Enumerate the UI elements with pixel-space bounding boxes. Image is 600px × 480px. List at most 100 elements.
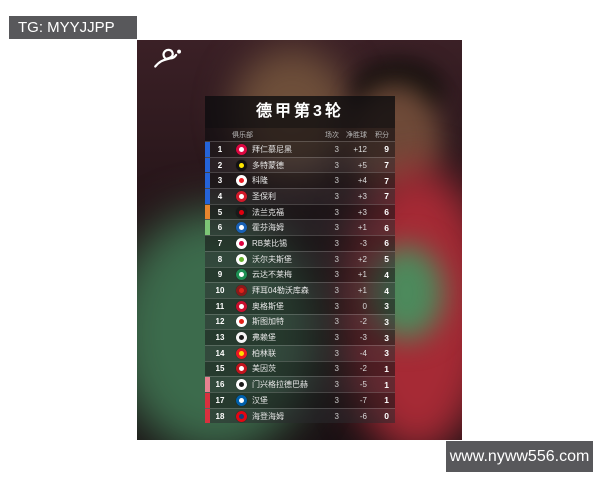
zone-bar	[205, 393, 210, 408]
rank-cell: 17	[215, 395, 225, 405]
team-crest-icon	[230, 206, 252, 218]
header-played: 场次	[325, 131, 339, 139]
table-row: 5 法兰克福 3 +3 6	[205, 203, 395, 220]
rank-cell: 8	[217, 254, 223, 264]
table-row: 17 汉堡 3 -7 1	[205, 392, 395, 408]
table-row: 12 斯图加特 3 -2 3	[205, 313, 395, 330]
zone-bar	[205, 157, 210, 173]
team-name: 拜仁慕尼黑	[252, 144, 292, 154]
team-crest-icon	[230, 316, 252, 328]
team-name: RB莱比锡	[252, 238, 288, 248]
team-crest-icon	[230, 143, 252, 155]
table-row: 9 云达不莱梅 3 +1 4	[205, 266, 395, 283]
team-crest-icon	[230, 159, 252, 171]
played-cell: 3	[334, 238, 339, 248]
tg-watermark: TG: MYYJJPP	[9, 16, 137, 39]
played-cell: 3	[334, 207, 339, 217]
team-name: 奥格斯堡	[252, 301, 284, 311]
team-crest-icon	[230, 175, 252, 187]
team-crest-icon	[230, 379, 252, 391]
gd-cell: -3	[359, 333, 367, 343]
rank-cell: 2	[217, 160, 223, 170]
table-row: 13 弗赖堡 3 -3 3	[205, 329, 395, 345]
table-row: 18 海登海姆 3 -6 0	[205, 407, 395, 424]
table-row: 3 科隆 3 +4 7	[205, 172, 395, 189]
points-cell: 9	[384, 144, 389, 155]
zone-bar	[205, 142, 210, 157]
header-points: 积分	[375, 131, 389, 139]
played-cell: 3	[334, 254, 339, 264]
gd-cell: -6	[359, 411, 367, 421]
points-cell: 3	[384, 301, 389, 312]
team-name: 海登海姆	[252, 411, 284, 421]
gd-cell: -5	[359, 380, 367, 390]
played-cell: 3	[334, 348, 339, 358]
table-row: 10 拜耳04勒沃库森 3 +1 4	[205, 282, 395, 298]
site-watermark: www.nyww556.com	[446, 441, 593, 472]
rank-cell: 13	[215, 333, 225, 343]
gd-cell: +1	[357, 223, 367, 233]
header-gd: 净胜球	[346, 131, 367, 139]
points-cell: 4	[384, 285, 389, 296]
played-cell: 3	[334, 191, 339, 201]
rank-cell: 15	[215, 364, 225, 374]
rank-cell: 3	[217, 176, 223, 186]
table-row: 2 多特蒙德 3 +5 7	[205, 156, 395, 173]
table-row: 8 沃尔夫斯堡 3 +2 5	[205, 250, 395, 267]
played-cell: 3	[334, 380, 339, 390]
team-name: 柏林联	[252, 348, 276, 358]
team-crest-icon	[230, 332, 252, 344]
table-header-row: 俱乐部 场次 净胜球 积分	[205, 128, 395, 141]
points-cell: 3	[384, 316, 389, 327]
gd-cell: 0	[362, 301, 367, 311]
team-crest-icon	[230, 269, 252, 281]
team-crest-icon	[230, 190, 252, 202]
team-crest-icon	[230, 300, 252, 312]
played-cell: 3	[334, 176, 339, 186]
rank-cell: 7	[217, 238, 223, 248]
played-cell: 3	[334, 223, 339, 233]
gd-cell: +1	[357, 286, 367, 296]
zone-bar	[205, 173, 210, 189]
played-cell: 3	[334, 286, 339, 296]
team-name: 霍芬海姆	[252, 223, 284, 233]
zone-bar	[205, 204, 210, 220]
team-name: 门兴格拉德巴赫	[252, 380, 308, 390]
table-row: 14 柏林联 3 -4 3	[205, 344, 395, 361]
points-cell: 1	[384, 379, 389, 390]
gd-cell: +1	[357, 270, 367, 280]
table-row: 6 霍芬海姆 3 +1 6	[205, 219, 395, 236]
team-name: 汉堡	[252, 395, 268, 405]
gd-cell: -7	[359, 395, 367, 405]
rank-cell: 1	[217, 144, 223, 154]
points-cell: 1	[384, 363, 389, 374]
table-title: 德甲第3轮	[205, 96, 395, 128]
gd-cell: +2	[357, 254, 367, 264]
gd-cell: -3	[359, 238, 367, 248]
rank-cell: 11	[215, 301, 225, 311]
points-cell: 1	[384, 395, 389, 406]
points-cell: 3	[384, 332, 389, 343]
played-cell: 3	[334, 301, 339, 311]
header-club: 俱乐部	[232, 131, 253, 139]
team-crest-icon	[230, 410, 252, 422]
played-cell: 3	[334, 270, 339, 280]
team-crest-icon	[230, 394, 252, 406]
rank-cell: 9	[217, 270, 223, 280]
standings-rows: 1 拜仁慕尼黑 3 +12 9 2 多特蒙德 3 +5 7 3 科隆 3 +4 7 4 圣保利 3 +3 7 5 法兰克福…	[205, 141, 395, 424]
team-crest-icon	[230, 222, 252, 234]
rank-cell: 18	[215, 411, 225, 421]
background-photo: 德甲第3轮 俱乐部 场次 净胜球 积分 1 拜仁慕尼黑 3 +12 9 2 多特蒙德 3 +5 7…	[137, 40, 462, 440]
points-cell: 7	[384, 160, 389, 171]
rank-cell: 6	[217, 223, 223, 233]
team-crest-icon	[230, 347, 252, 359]
gd-cell: +5	[357, 160, 367, 170]
played-cell: 3	[334, 333, 339, 343]
team-name: 圣保利	[252, 191, 276, 201]
zone-bar	[205, 377, 210, 392]
played-cell: 3	[334, 395, 339, 405]
team-name: 沃尔夫斯堡	[252, 254, 292, 264]
rank-cell: 12	[215, 317, 225, 327]
points-cell: 3	[384, 348, 389, 359]
team-name: 多特蒙德	[252, 160, 284, 170]
